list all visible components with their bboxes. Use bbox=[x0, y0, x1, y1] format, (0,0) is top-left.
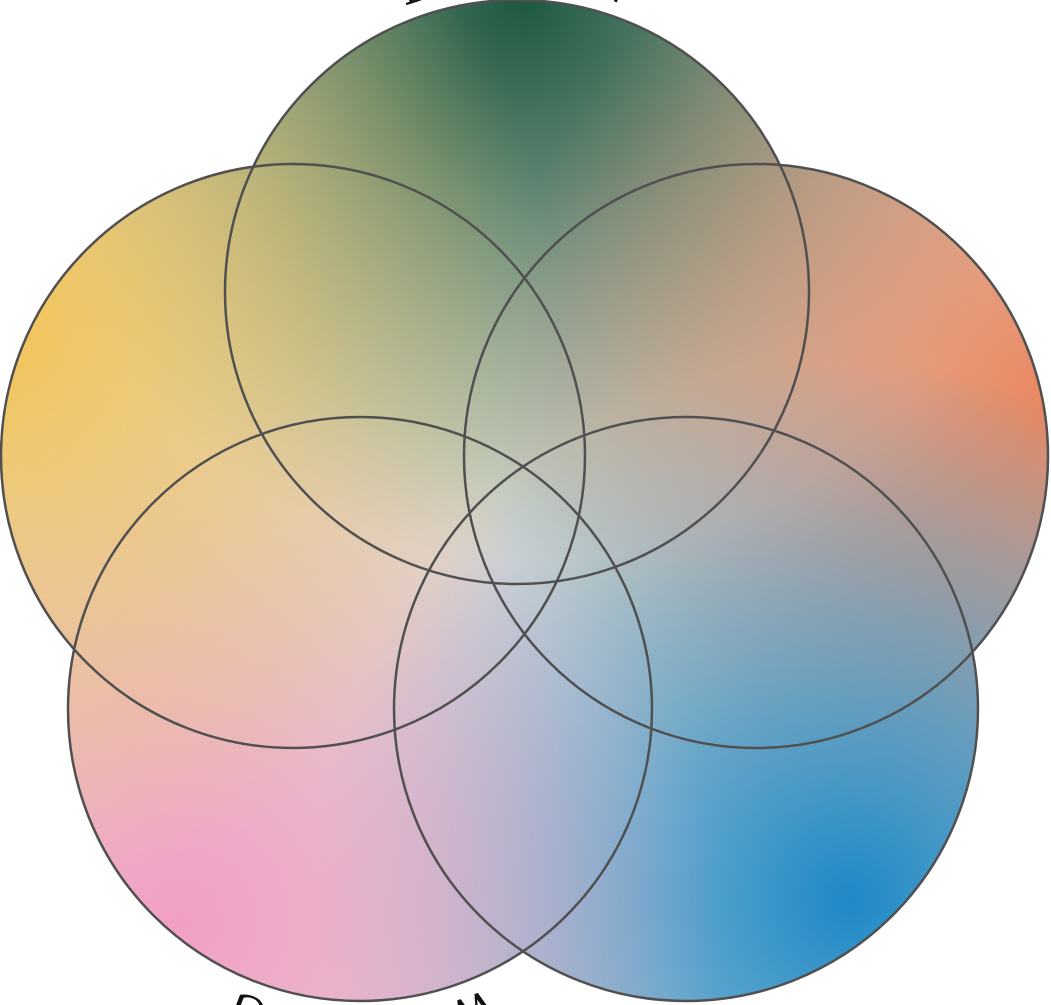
set-circle-writing bbox=[66, 415, 654, 1003]
set-circle-code bbox=[392, 415, 980, 1003]
set-circle-story bbox=[0, 162, 587, 750]
set-circle-data bbox=[462, 162, 1050, 750]
set-circle-design bbox=[223, 0, 811, 586]
